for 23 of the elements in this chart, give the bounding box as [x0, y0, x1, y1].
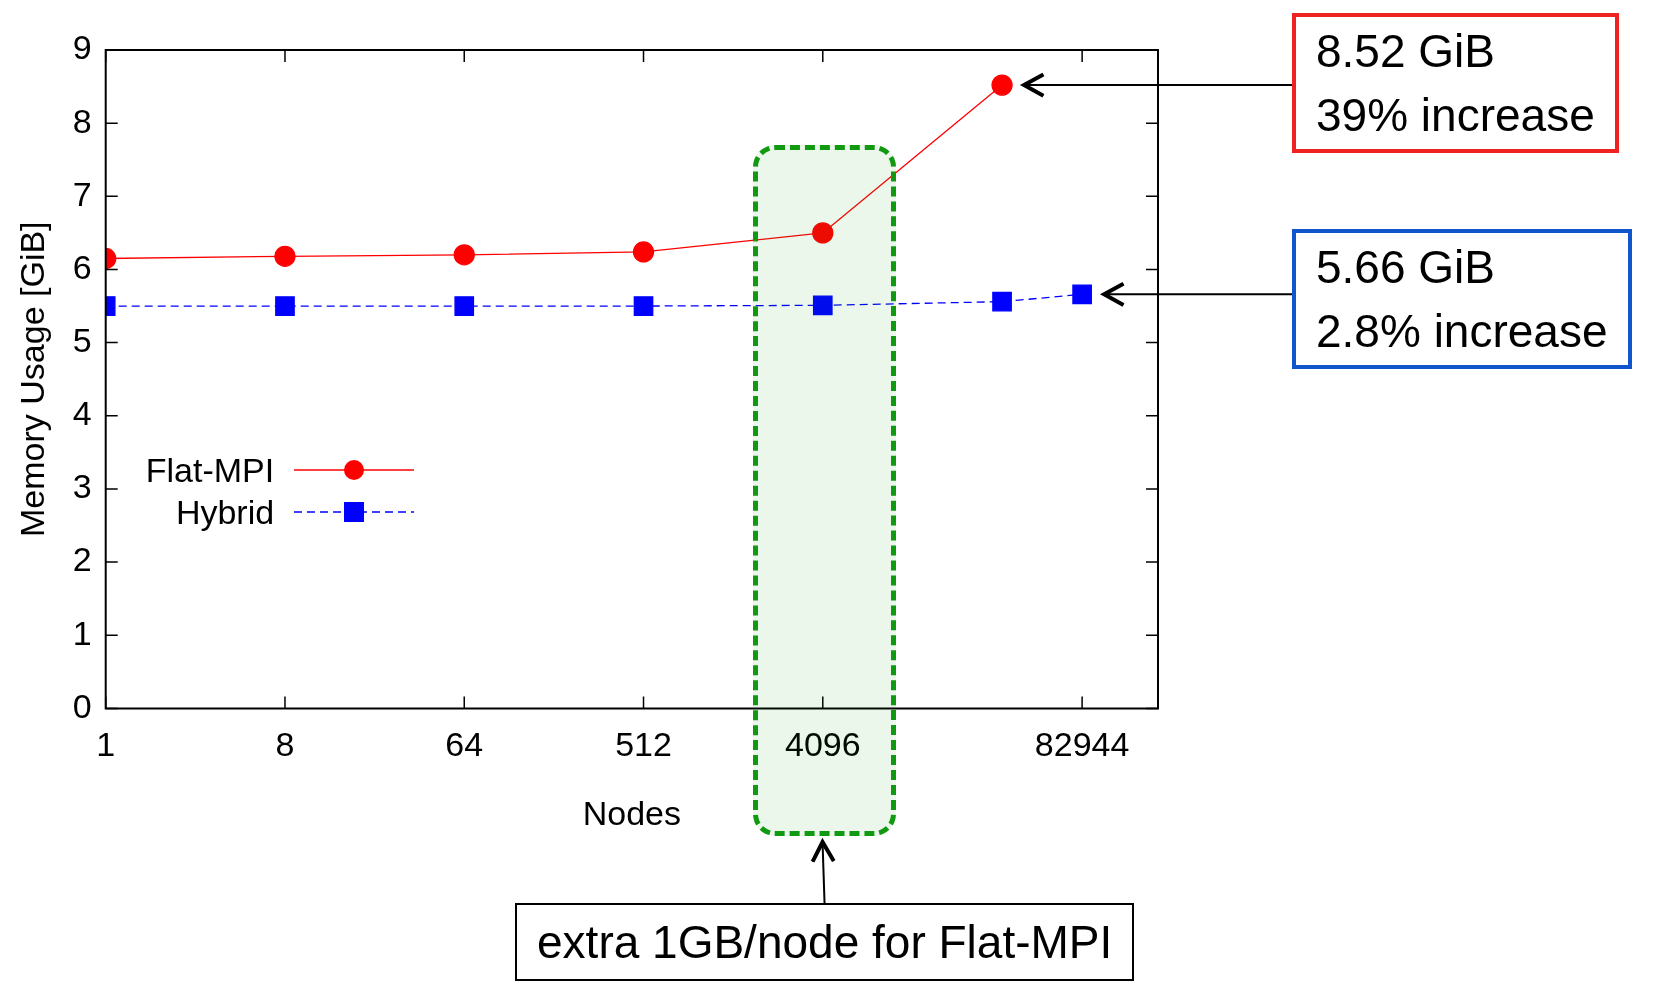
text: extra 1GB/node for Flat-MPI — [515, 903, 1135, 981]
text: 8.52 GiB 39% increase — [1292, 13, 1619, 153]
y-tick-label: 4 — [72, 394, 92, 433]
y-axis-title: Memory Usage [GiB] — [12, 221, 51, 537]
x-tick-label: 82944 — [1034, 725, 1130, 764]
x-tick-label: 1 — [96, 725, 116, 764]
y-tick-label: 1 — [72, 613, 92, 652]
y-tick-label: 9 — [72, 28, 92, 67]
legend-label: Hybrid — [175, 492, 275, 532]
y-tick-label: 2 — [72, 540, 92, 579]
y-tick-label: 6 — [72, 247, 92, 286]
y-tick-label: 5 — [72, 321, 92, 359]
x-axis-title: Nodes — [582, 793, 681, 832]
x-tick-label: 512 — [615, 725, 672, 764]
text: 5.66 GiB 2.8% increase — [1292, 229, 1632, 369]
x-tick-label: 8 — [275, 725, 295, 764]
x-tick-label: 4096 — [784, 725, 861, 764]
y-tick-label: 3 — [72, 467, 92, 506]
legend-label: Flat-MPI — [145, 450, 275, 490]
y-tick-label: 8 — [72, 101, 92, 140]
x-tick-label: 64 — [445, 725, 484, 764]
y-tick-label: 0 — [72, 686, 92, 725]
y-tick-label: 7 — [72, 174, 92, 213]
